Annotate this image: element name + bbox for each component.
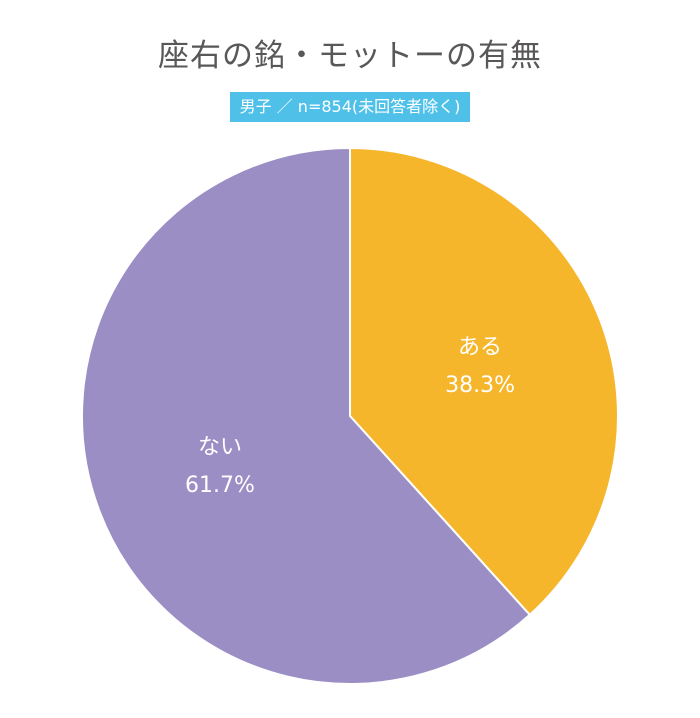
slice-label-1: ある [458,335,502,360]
chart-title: 座右の銘・モットーの有無 [158,38,542,74]
slice-value-1: 38.3% [445,373,515,398]
pie-slice-2 [81,146,532,685]
slice-value-2: 61.7% [185,473,255,498]
slice-label-2: ない [198,435,242,460]
pie-slice-1 [349,146,619,617]
chart-subtitle: 男子 ／ n=854(未回答者除く) [229,92,471,122]
subtitle-container: 男子 ／ n=854(未回答者除く) [0,92,700,122]
